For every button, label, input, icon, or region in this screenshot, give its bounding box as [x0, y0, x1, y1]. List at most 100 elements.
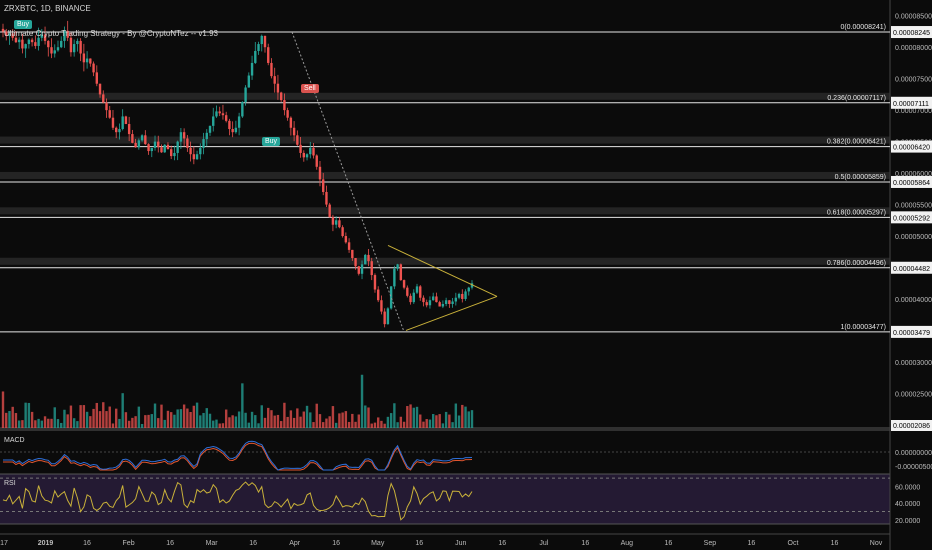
- volume-bar: [21, 420, 24, 428]
- time-tick-label: May: [371, 540, 385, 547]
- candle-body: [111, 117, 115, 128]
- volume-bar: [231, 415, 234, 428]
- rsi-tick-label: 60.0000: [895, 485, 920, 492]
- volume-bar: [467, 411, 470, 428]
- volume-bar: [267, 407, 270, 428]
- indicator-title[interactable]: Ultimate Crypto Trading Strategy - By @C…: [4, 29, 218, 38]
- volume-bar: [286, 416, 289, 428]
- volume-bar: [24, 402, 27, 428]
- candle-body: [72, 44, 76, 53]
- volume-bar: [383, 423, 386, 428]
- candle-body: [66, 30, 69, 38]
- fib-level-label: 0.236(0.00007117): [827, 95, 886, 102]
- volume-bar: [328, 416, 331, 428]
- fib-level-label: 1(0.00003477): [840, 324, 886, 331]
- candle-body: [56, 47, 60, 51]
- volume-bar: [402, 421, 406, 428]
- volume-bar: [279, 421, 283, 428]
- volume-bar: [121, 393, 124, 428]
- volume-bar: [53, 407, 56, 428]
- volume-bar: [276, 414, 280, 428]
- candle-body: [221, 113, 225, 116]
- candle-body: [244, 87, 247, 102]
- volume-bar: [27, 402, 31, 428]
- candle-body: [105, 102, 108, 111]
- candle-body: [464, 291, 467, 299]
- candle-body: [237, 116, 241, 128]
- candle-body: [312, 147, 315, 156]
- volume-bar: [153, 403, 157, 428]
- volume-bar: [334, 422, 338, 428]
- candle-body: [377, 289, 380, 301]
- fib-zone-band: [0, 171, 890, 179]
- volume-bar: [147, 414, 150, 428]
- volume-bar: [373, 422, 377, 428]
- candle-body: [360, 264, 364, 274]
- volume-bar: [464, 406, 467, 428]
- volume-bar: [186, 408, 189, 428]
- volume-bar: [292, 417, 296, 428]
- volume-bar: [127, 420, 131, 428]
- volume-bar: [422, 421, 425, 428]
- candle-body: [331, 217, 335, 225]
- time-tick-label: Jul: [539, 540, 548, 547]
- price-tick-label: 0.00002500: [895, 391, 932, 398]
- macd-tick-label: 0.00000000: [895, 450, 932, 457]
- candle-body: [322, 179, 325, 192]
- candle-body: [150, 147, 153, 152]
- candle-body: [30, 39, 34, 43]
- fib-zone-band: [0, 92, 890, 100]
- candle-body: [234, 127, 238, 133]
- time-tick-label: Aug: [621, 540, 634, 547]
- candle-body: [315, 155, 318, 167]
- triangle-lower-line: [405, 295, 498, 331]
- volume-bar: [160, 404, 163, 428]
- time-tick-label: 16: [831, 540, 839, 547]
- time-tick-label: Jun: [455, 540, 466, 547]
- fib-price-tag-label: 0.00003479: [893, 330, 930, 337]
- volume-bar: [441, 423, 445, 428]
- candle-body: [444, 300, 448, 305]
- candle-body: [205, 132, 208, 140]
- volume-bar: [69, 405, 73, 428]
- volume-bar: [322, 422, 325, 428]
- candle-body: [399, 264, 403, 281]
- candle-body: [276, 83, 280, 93]
- candle-body: [82, 53, 86, 63]
- volume-bar: [98, 411, 102, 428]
- candle-body: [212, 116, 215, 126]
- candle-body: [431, 296, 435, 301]
- candle-body: [435, 296, 438, 303]
- volume-bar: [11, 406, 14, 428]
- volume-bar: [108, 406, 111, 428]
- candle-body: [448, 300, 451, 305]
- volume-bar: [431, 414, 435, 428]
- candle-body: [69, 37, 73, 53]
- time-tick-label: 16: [249, 540, 257, 547]
- volume-bar: [111, 423, 115, 428]
- candle-body: [34, 42, 37, 46]
- volume-bar: [43, 416, 47, 428]
- indicator-buy-badge: Buy: [14, 20, 33, 29]
- volume-bar: [273, 415, 276, 428]
- volume-bar: [457, 415, 461, 428]
- candle-body: [134, 142, 137, 148]
- volume-bar: [302, 411, 306, 428]
- candle-body: [309, 147, 312, 155]
- volume-bar: [131, 417, 134, 428]
- volume-bar: [263, 417, 267, 428]
- candle-body: [140, 135, 144, 141]
- candle-body: [199, 147, 202, 155]
- candle-body: [17, 39, 21, 43]
- candle-body: [21, 39, 24, 49]
- candle-body: [273, 76, 276, 84]
- volume-bar: [173, 414, 176, 428]
- candle-body: [218, 111, 221, 114]
- volume-bar: [428, 419, 432, 428]
- candle-body: [296, 135, 299, 145]
- candle-body: [102, 94, 105, 103]
- volume-bar: [377, 417, 380, 428]
- volume-bar: [419, 414, 422, 428]
